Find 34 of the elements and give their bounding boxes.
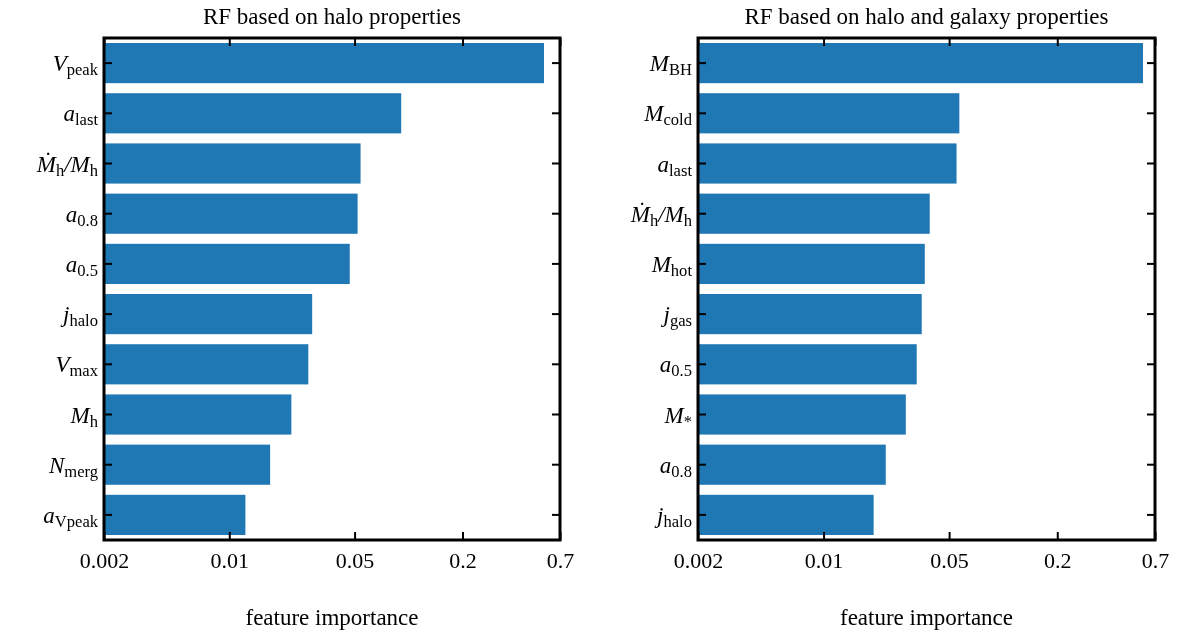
y-tick-label: M$_{cold}$ bbox=[643, 101, 693, 130]
y-tick-label: M$_{hot}$ bbox=[650, 251, 693, 281]
y-tick-label: j$_{halo}$ bbox=[60, 302, 98, 331]
y-tick-label: a$_{0.8}$ bbox=[659, 452, 692, 481]
x-tick-label: 0.002 bbox=[79, 547, 130, 573]
y-tick-label: V$_{max}$ bbox=[55, 352, 99, 381]
y-tick-label: M$_{BH}$ bbox=[648, 51, 693, 80]
x-tick-label: 0.01 bbox=[804, 547, 844, 573]
x-tick-label: 0.01 bbox=[210, 547, 250, 573]
x-tick-label: 0.7 bbox=[546, 547, 575, 573]
y-tick-label: a$_{Vpeak}$ bbox=[43, 502, 99, 532]
y-tick-label: a$_{0.5}$ bbox=[65, 251, 98, 281]
y-tick-label: N$_{merg}$ bbox=[47, 452, 98, 481]
x-tick-label: 0.05 bbox=[335, 547, 375, 573]
x-axis-title: feature importance bbox=[245, 605, 419, 630]
y-tick-label: j$_{gas}$ bbox=[660, 302, 692, 331]
chart-title: RF based on halo and galaxy properties bbox=[744, 4, 1109, 29]
y-tick-label: V$_{peak}$ bbox=[52, 51, 99, 80]
x-tick-label: 0.2 bbox=[1044, 547, 1072, 573]
y-tick-label: a$_{last}$ bbox=[657, 151, 693, 180]
y-tick-label: M$_{*}$ bbox=[663, 402, 692, 431]
y-tick-label: a$_{0.8}$ bbox=[65, 201, 98, 230]
y-tick-label: Ṁ$_{h}$/M$_{h}$ bbox=[35, 151, 99, 180]
x-tick-label: 0.7 bbox=[1141, 547, 1170, 573]
y-tick-label: j$_{halo}$ bbox=[654, 502, 692, 532]
y-tick-label: M$_{h}$ bbox=[69, 402, 99, 431]
x-tick-label: 0.2 bbox=[449, 547, 477, 573]
chart-title: RF based on halo properties bbox=[202, 4, 462, 29]
y-tick-label: Ṁ$_{h}$/M$_{h}$ bbox=[629, 201, 693, 230]
x-axis-title: feature importance bbox=[839, 605, 1014, 630]
y-tick-label: a$_{0.5}$ bbox=[659, 352, 692, 381]
y-tick-label: a$_{last}$ bbox=[63, 101, 99, 130]
x-tick-label: 0.002 bbox=[673, 547, 724, 573]
x-tick-label: 0.05 bbox=[930, 547, 969, 573]
